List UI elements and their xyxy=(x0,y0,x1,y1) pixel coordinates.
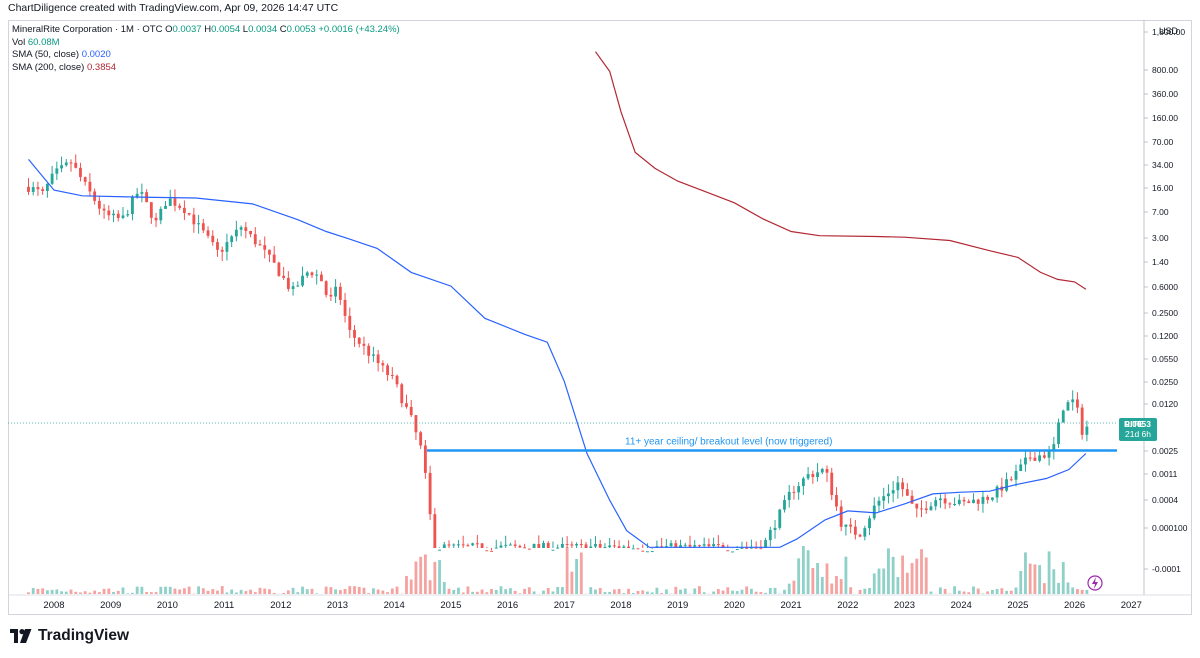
tradingview-logo[interactable]: TradingView xyxy=(10,627,129,645)
symbol-label: MineralRite Corporation · 1M · OTC xyxy=(12,24,163,35)
change-value: +0.0016 (+43.24%) xyxy=(318,24,400,35)
volume-value: 60.08M xyxy=(27,36,60,48)
close-value: 0.0053 xyxy=(286,24,316,35)
legend-sma200-row[interactable]: SMA (200, close) 0.3854 xyxy=(12,61,117,73)
sma50-value: 0.0020 xyxy=(81,49,111,61)
low-value: 0.0034 xyxy=(248,24,278,35)
legend-ohlc-row[interactable]: MineralRite Corporation · 1M · OTC O0.00… xyxy=(12,24,400,35)
legend-sma50-row[interactable]: SMA (50, close) 0.0020 xyxy=(12,49,111,61)
open-value: 0.0037 xyxy=(172,24,202,35)
legend: MineralRite Corporation · 1M · OTC O0.00… xyxy=(12,24,400,74)
legend-volume-row[interactable]: Vol 60.08M xyxy=(12,36,60,48)
currency-label[interactable]: USD xyxy=(1158,26,1178,36)
chart-frame xyxy=(8,20,1192,615)
tradingview-logo-icon xyxy=(10,629,32,643)
chart-credit: ChartDiligence created with TradingView.… xyxy=(8,2,339,14)
high-value: 0.0054 xyxy=(211,24,241,35)
sma200-value: 0.3854 xyxy=(86,61,117,73)
tradingview-brand-text: TradingView xyxy=(38,627,130,644)
